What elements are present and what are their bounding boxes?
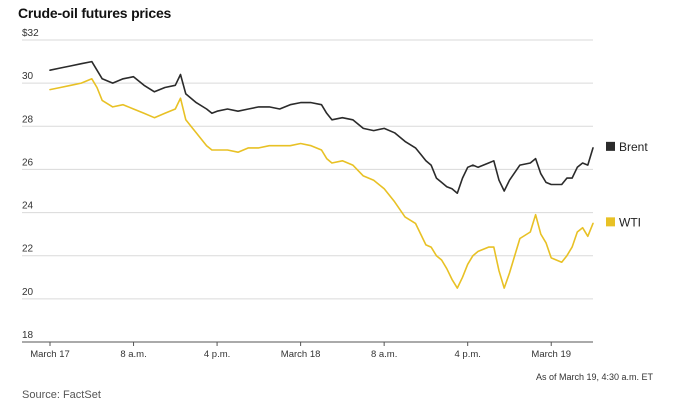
series-line-brent: [49, 60, 594, 194]
x-tick-label: March 17: [30, 349, 70, 360]
series-layer: [49, 60, 594, 289]
y-tick-label: 22: [22, 244, 34, 255]
y-tick-label: 20: [22, 287, 34, 298]
legend-swatch-brent: [606, 141, 615, 151]
x-tick-label: March 18: [281, 349, 321, 360]
timestamp-note: As of March 19, 4:30 a.m. ET: [535, 372, 653, 382]
y-tick-label: 30: [22, 71, 34, 82]
y-tick-label: 26: [22, 157, 34, 168]
y-tick-label: 24: [22, 201, 34, 212]
series-line-wti: [49, 78, 594, 289]
legend-label-brent: Brent: [619, 140, 648, 154]
x-tick-label: 8 a.m.: [371, 349, 397, 360]
chart-title: Crude-oil futures prices: [18, 5, 172, 21]
legend-label-wti: WTI: [619, 215, 641, 229]
y-tick-label: 18: [22, 330, 34, 341]
legend: Brent WTI: [606, 140, 648, 229]
y-tick-label: 28: [22, 114, 34, 125]
x-tick-label: 4 p.m.: [204, 349, 230, 360]
x-tick-label: 8 a.m.: [120, 349, 146, 360]
y-axis-ticks: $32 30 28 26 24 22 20 18: [22, 28, 39, 341]
grid-layer: [22, 39, 593, 300]
source-note: Source: FactSet: [22, 389, 101, 401]
x-axis: March 17 8 a.m. 4 p.m. March 18 8 a.m. 4 p.m.…: [22, 341, 593, 360]
legend-swatch-wti: [606, 217, 615, 227]
y-tick-label: $32: [22, 28, 39, 39]
x-tick-label: March 19: [531, 349, 571, 360]
x-tick-label: 4 p.m.: [454, 349, 480, 360]
